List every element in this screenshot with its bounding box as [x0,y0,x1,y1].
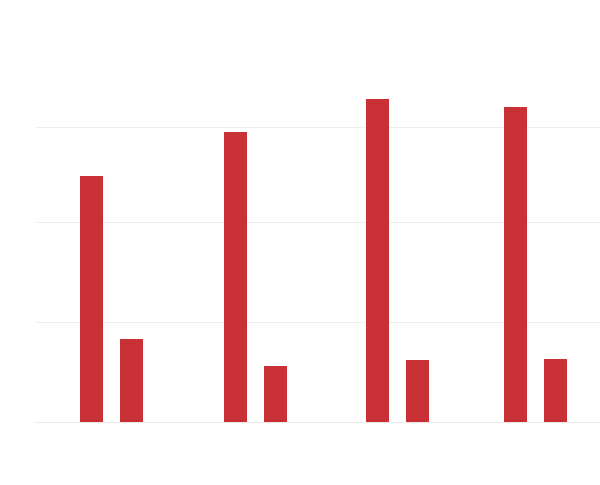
bar-group-2-series-2 [264,366,287,422]
bar-group-4-series-1 [504,107,527,422]
bars [80,99,567,422]
bar-group-3-series-1 [366,99,389,422]
bar-group-3-series-2 [406,360,429,422]
bar-group-2-series-1 [224,132,247,422]
bar-group-1-series-2 [120,339,143,422]
bar-group-4-series-2 [544,359,567,422]
bar-group-1-series-1 [80,176,103,422]
